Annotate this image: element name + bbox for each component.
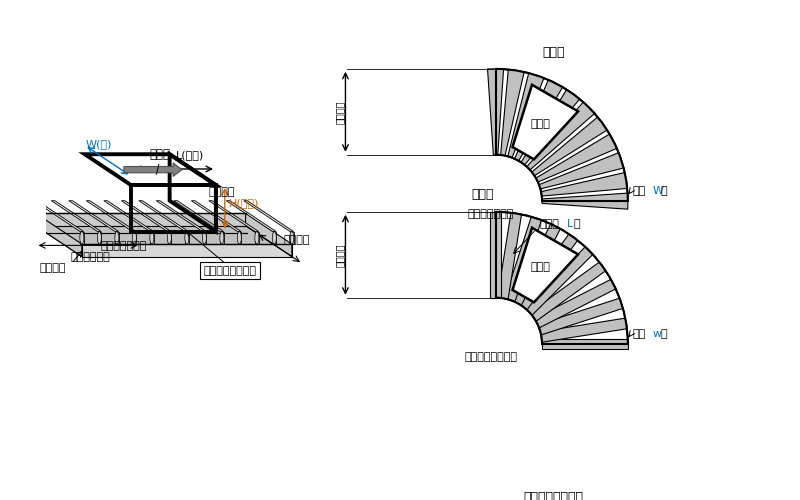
- Polygon shape: [542, 193, 628, 209]
- Polygon shape: [532, 117, 607, 176]
- Polygon shape: [542, 339, 628, 349]
- Ellipse shape: [132, 232, 136, 244]
- Ellipse shape: [185, 232, 189, 244]
- Polygon shape: [226, 200, 276, 232]
- Text: 長さ（: 長さ（: [540, 218, 559, 228]
- Ellipse shape: [202, 232, 206, 244]
- Polygon shape: [185, 232, 189, 244]
- Polygon shape: [539, 152, 624, 189]
- Text: 搬送方向: 搬送方向: [208, 188, 234, 198]
- Text: ローラ幅: ローラ幅: [283, 235, 310, 245]
- Polygon shape: [513, 85, 578, 160]
- Polygon shape: [122, 200, 171, 232]
- Polygon shape: [273, 232, 276, 244]
- Ellipse shape: [98, 232, 102, 244]
- Polygon shape: [150, 232, 154, 244]
- Polygon shape: [167, 232, 171, 244]
- Polygon shape: [69, 200, 118, 232]
- Ellipse shape: [167, 232, 171, 244]
- Text: H(高さ): H(高さ): [228, 198, 258, 208]
- Polygon shape: [498, 212, 522, 299]
- Text: 搬送物: 搬送物: [530, 119, 550, 129]
- Ellipse shape: [238, 232, 242, 244]
- Text: カーブ（平面図）: カーブ（平面図）: [524, 492, 584, 500]
- Text: ローラピッチ: ローラピッチ: [70, 252, 110, 262]
- Polygon shape: [191, 200, 241, 232]
- Text: W(幅): W(幅): [86, 139, 112, 149]
- Text: w: w: [653, 329, 662, 339]
- Polygon shape: [104, 200, 154, 232]
- Ellipse shape: [272, 232, 276, 244]
- Polygon shape: [541, 172, 627, 196]
- Text: 搬送物: 搬送物: [149, 148, 170, 161]
- Text: ローラ幅: ローラ幅: [335, 100, 345, 124]
- Ellipse shape: [255, 232, 259, 244]
- Polygon shape: [505, 216, 542, 302]
- Polygon shape: [255, 232, 258, 244]
- Polygon shape: [501, 70, 524, 156]
- Polygon shape: [513, 228, 578, 302]
- Polygon shape: [521, 90, 580, 165]
- Polygon shape: [530, 262, 606, 321]
- FancyArrow shape: [124, 163, 182, 176]
- Polygon shape: [139, 200, 189, 232]
- Polygon shape: [220, 232, 224, 244]
- Polygon shape: [514, 80, 562, 161]
- Polygon shape: [86, 200, 136, 232]
- Polygon shape: [80, 232, 84, 244]
- Polygon shape: [536, 134, 617, 182]
- Polygon shape: [508, 73, 544, 158]
- Polygon shape: [525, 247, 593, 315]
- Wedge shape: [495, 212, 628, 344]
- Text: コンベヤ用ローラ: コンベヤ用ローラ: [203, 266, 257, 276]
- Text: ）: ）: [661, 186, 667, 196]
- Polygon shape: [82, 244, 292, 256]
- Polygon shape: [246, 213, 292, 256]
- Polygon shape: [512, 224, 560, 305]
- Text: L(長さ): L(長さ): [176, 150, 204, 160]
- Ellipse shape: [150, 232, 154, 244]
- Text: 幅（: 幅（: [632, 186, 646, 196]
- Polygon shape: [34, 200, 84, 232]
- Ellipse shape: [80, 232, 84, 244]
- Polygon shape: [209, 200, 258, 232]
- Polygon shape: [202, 232, 206, 244]
- Text: ローラ径: ローラ径: [40, 263, 66, 273]
- Polygon shape: [35, 213, 246, 226]
- Polygon shape: [51, 200, 101, 232]
- Ellipse shape: [220, 232, 224, 244]
- Polygon shape: [541, 318, 627, 342]
- Text: 幅（: 幅（: [632, 329, 646, 339]
- Polygon shape: [518, 234, 578, 310]
- Polygon shape: [290, 232, 294, 244]
- Polygon shape: [133, 232, 136, 244]
- Polygon shape: [35, 226, 292, 256]
- Text: フレームサイズ: フレームサイズ: [100, 241, 146, 251]
- Polygon shape: [238, 232, 241, 244]
- Text: カーブ: カーブ: [471, 188, 494, 200]
- Polygon shape: [534, 280, 616, 328]
- Text: W: W: [653, 186, 664, 196]
- Polygon shape: [174, 200, 224, 232]
- Text: カーブ: カーブ: [542, 46, 565, 60]
- Text: ストレートローラ: ストレートローラ: [465, 352, 518, 362]
- Text: ）: ）: [661, 329, 667, 339]
- Text: ローラ幅: ローラ幅: [335, 243, 345, 266]
- Polygon shape: [98, 232, 101, 244]
- Polygon shape: [244, 200, 294, 232]
- Polygon shape: [490, 212, 501, 298]
- Text: L: L: [566, 218, 573, 228]
- Polygon shape: [527, 102, 594, 170]
- Text: テーパーローラ: テーパーローラ: [468, 209, 514, 219]
- Ellipse shape: [115, 232, 119, 244]
- Wedge shape: [495, 69, 628, 201]
- Polygon shape: [156, 200, 206, 232]
- Polygon shape: [538, 298, 623, 335]
- Polygon shape: [115, 232, 118, 244]
- Text: 搬送物: 搬送物: [530, 262, 550, 272]
- Polygon shape: [487, 69, 504, 154]
- Text: ）: ）: [574, 218, 580, 228]
- Polygon shape: [35, 213, 82, 256]
- Ellipse shape: [290, 232, 294, 244]
